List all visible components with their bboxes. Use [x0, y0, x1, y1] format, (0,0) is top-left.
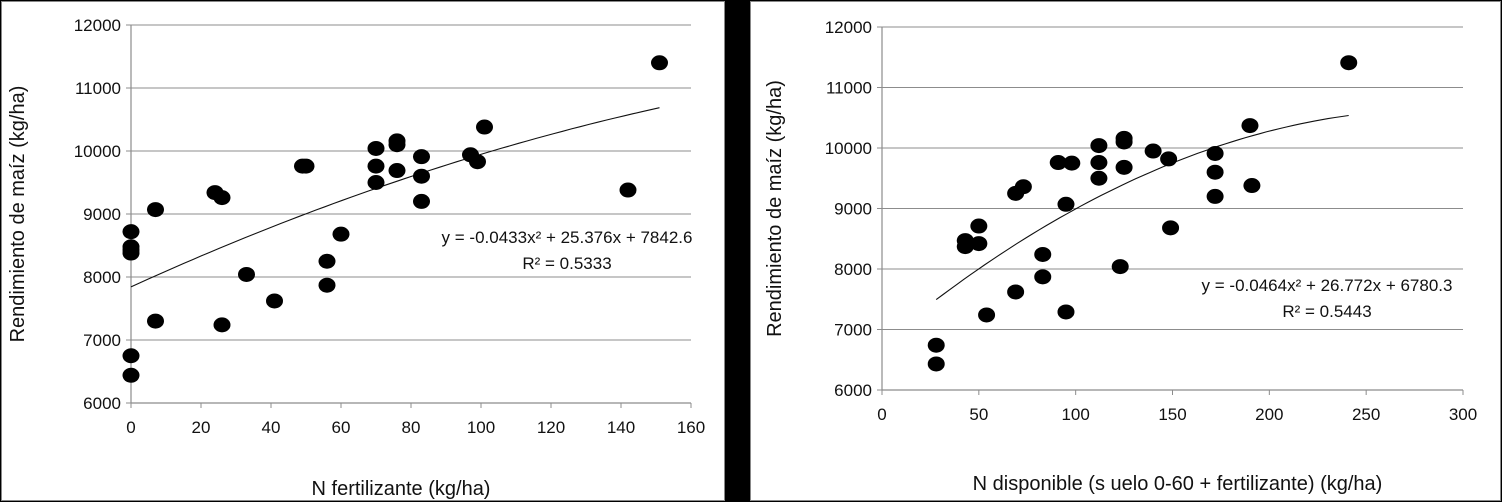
data-point [297, 158, 315, 174]
data-point [970, 218, 988, 234]
data-point [367, 158, 385, 174]
data-point [1014, 179, 1032, 195]
x-tick-label: 50 [969, 405, 988, 424]
x-axis-title: N fertilizante (kg/ha) [312, 478, 491, 500]
data-point [1144, 143, 1162, 159]
y-tick-label: 6000 [834, 381, 872, 400]
data-point [1057, 304, 1075, 320]
trendline-equation: y = -0.0433x² + 25.376x + 7842.6 [442, 228, 693, 247]
trendline [130, 107, 660, 288]
y-tick-label: 12000 [825, 18, 872, 37]
trendline-equation: y = -0.0464x² + 26.772x + 6780.3 [1202, 276, 1453, 295]
data-point [318, 253, 336, 269]
y-tick-label: 8000 [83, 268, 121, 287]
data-point [1206, 164, 1224, 180]
x-tick-label: 100 [1061, 405, 1089, 424]
data-point [332, 226, 350, 242]
data-point [1243, 178, 1261, 194]
data-point [213, 317, 231, 333]
data-point [1034, 269, 1052, 285]
data-point [238, 266, 255, 282]
y-tick-label: 10000 [74, 142, 121, 161]
y-tick-label: 9000 [834, 200, 872, 219]
y-tick-label: 11000 [826, 79, 872, 98]
data-point [413, 193, 430, 209]
x-tick-label: 80 [402, 418, 421, 437]
data-point [213, 190, 231, 206]
y-tick-label: 7000 [83, 331, 121, 350]
data-point [1206, 145, 1224, 161]
data-point [1049, 155, 1067, 171]
data-point [1090, 170, 1108, 186]
data-point [619, 182, 637, 198]
data-point [147, 202, 164, 218]
x-tick-label: 300 [1449, 405, 1477, 424]
data-point [367, 175, 385, 190]
trendline [935, 114, 1349, 301]
x-tick-label: 150 [1158, 405, 1186, 424]
data-point [927, 337, 945, 353]
data-point [1206, 188, 1224, 204]
x-tick-label: 60 [332, 418, 351, 437]
data-point [1034, 246, 1052, 262]
data-point [266, 293, 283, 309]
y-tick-label: 8000 [834, 260, 872, 279]
data-point [318, 277, 336, 293]
data-point [122, 224, 140, 240]
data-point [1115, 134, 1133, 150]
chart-panel-left: 6000 7000 8000 9000 10000 11000 12000 0 20 40 60 80… [1, 1, 725, 501]
data-point [413, 168, 430, 184]
y-axis-title: Rendimiento de maíz (kg/ha) [764, 80, 786, 337]
data-point [978, 307, 996, 323]
x-tick-label: 140 [607, 418, 635, 437]
r-squared-label: R² = 0.5443 [1282, 302, 1371, 321]
data-point [956, 239, 974, 255]
data-point [1090, 155, 1108, 171]
data-point [367, 140, 385, 156]
data-point [1162, 220, 1180, 236]
data-point [147, 313, 164, 329]
data-point [413, 149, 430, 165]
data-point [476, 119, 493, 135]
data-point [1063, 155, 1081, 171]
data-point [388, 137, 406, 153]
y-tick-label: 6000 [83, 394, 121, 413]
x-tick-label: 20 [192, 418, 211, 437]
x-tick-label: 100 [467, 418, 495, 437]
y-tick-label: 11000 [75, 79, 121, 98]
data-point [970, 236, 988, 252]
y-tick-label: 7000 [834, 321, 872, 340]
x-tick-label: 200 [1255, 405, 1283, 424]
y-tick-label: 9000 [83, 205, 121, 224]
data-point [1111, 259, 1129, 275]
y-tick-label: 10000 [825, 139, 872, 158]
x-tick-label: 120 [537, 418, 565, 437]
data-point [1340, 55, 1358, 71]
data-point [469, 154, 486, 170]
x-tick-label: 0 [126, 418, 135, 437]
data-point [388, 163, 406, 179]
x-tick-label: 0 [877, 405, 886, 424]
y-axis-title: Rendimiento de maíz (kg/ha) [7, 86, 29, 343]
chart-panel-right: 6000 7000 8000 9000 10000 11000 12000 0 50 100 150… [750, 1, 1501, 501]
y-tick-label: 12000 [74, 16, 121, 35]
data-point [1007, 284, 1025, 300]
r-squared-label: R² = 0.5333 [522, 254, 611, 273]
data-point [122, 348, 140, 364]
x-axis-title: N disponible (s uelo 0-60 + fertilizante… [973, 473, 1383, 495]
data-point [1057, 196, 1075, 212]
data-point [927, 356, 945, 372]
data-point [122, 367, 140, 383]
x-tick-label: 250 [1352, 405, 1380, 424]
data-point [1115, 159, 1133, 175]
x-tick-label: 160 [677, 418, 705, 437]
x-tick-label: 40 [262, 418, 281, 437]
data-point [1090, 138, 1108, 154]
data-point [122, 242, 140, 258]
data-point [651, 55, 668, 71]
data-point [1160, 151, 1178, 167]
fertilizer-yield-chart: 6000 7000 8000 9000 10000 11000 12000 0 20 40 60 80… [7, 16, 705, 500]
available-n-yield-chart: 6000 7000 8000 9000 10000 11000 12000 0 50 100 150… [764, 18, 1477, 495]
data-point [1241, 118, 1259, 134]
